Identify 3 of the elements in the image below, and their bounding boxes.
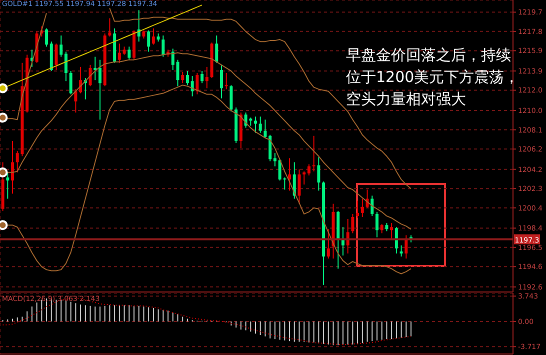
annotation: 早盘金价回落之后，持续 xyxy=(346,45,512,66)
annotation: 位于1200美元下方震荡， xyxy=(346,67,520,87)
annotation: 空头力量相对强大 xyxy=(346,89,467,110)
